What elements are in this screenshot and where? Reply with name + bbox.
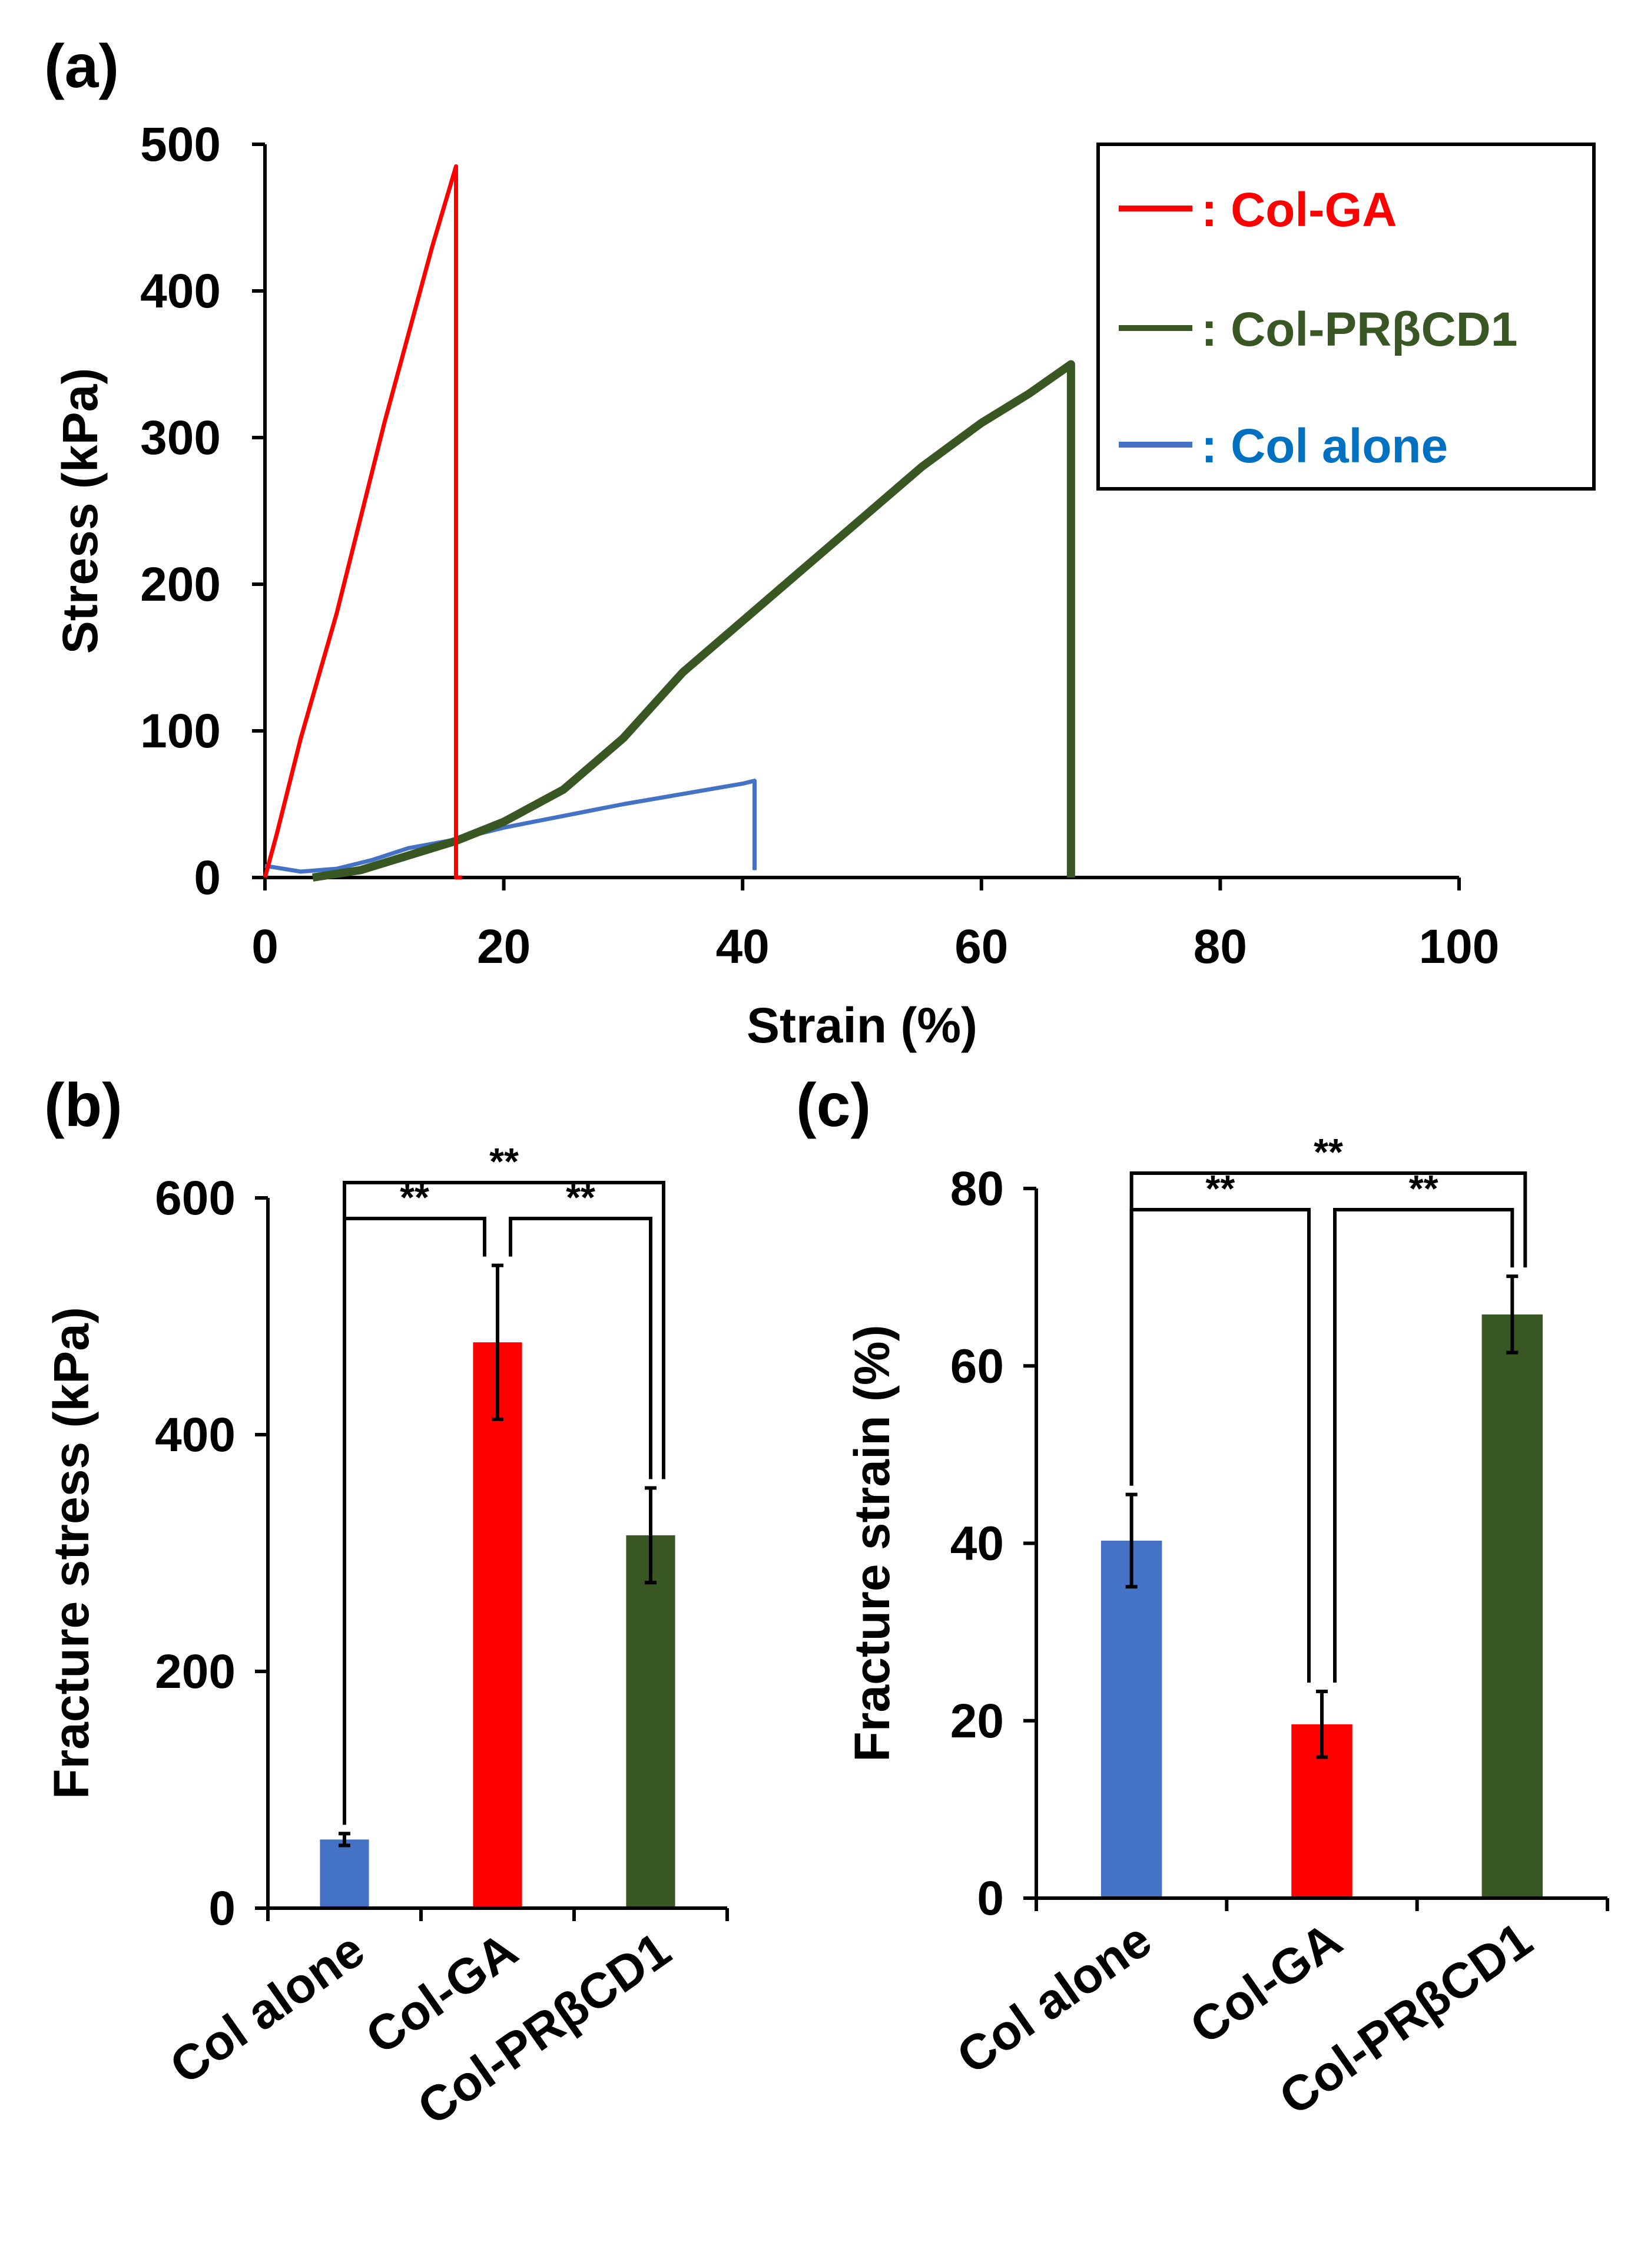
x-tick-label-a: 100 (1419, 920, 1500, 974)
legend-label-col-ga: : Col-GA (1201, 183, 1397, 237)
axes-a: 0 100 200 300 400 500 0 20 40 60 80 100 (140, 118, 1499, 974)
y-tick-label: 60 (950, 1339, 1004, 1393)
legend-a: : Col-GA : Col-PRβCD1 : Col alone (1096, 143, 1596, 491)
category-label: Col-PRβCD1 (407, 1922, 680, 2135)
bar-1 (473, 1342, 522, 1908)
y-axis-label-c: Fracture strain (%) (844, 1325, 900, 1762)
y-tick-label: 400 (155, 1408, 236, 1462)
significance-label: ** (489, 1140, 519, 1183)
y-axis-label-b: Fracture stress (kPa) (44, 1307, 99, 1799)
category-label: Col alone (160, 1922, 374, 2095)
y-tick-label-a: 200 (140, 558, 221, 611)
y-tick-label-a: 300 (140, 411, 221, 465)
x-tick-label-a: 40 (716, 920, 770, 974)
bar-chart-c: Fracture strain (%) 0 20 40 60 80 Col alone Co… (844, 1131, 1609, 2125)
category-label: Col alone (947, 1912, 1161, 2085)
x-tick-label-a: 0 (251, 920, 279, 974)
legend-label-col-prbcd1: : Col-PRβCD1 (1201, 303, 1517, 356)
significance-bracket (1333, 1208, 1514, 1683)
bar-2 (626, 1535, 675, 1908)
significance-bracket (1129, 1171, 1527, 1486)
x-tick-label-a: 80 (1194, 920, 1247, 974)
y-tick-label: 40 (950, 1517, 1004, 1571)
panel-label-c: (c) (796, 1071, 871, 1140)
y-axis-label-a: Stress (kPa) (52, 368, 108, 654)
y-tick-label: 80 (950, 1162, 1004, 1216)
y-tick-label: 0 (208, 1882, 236, 1935)
x-axis-label-a: Strain (%) (747, 998, 977, 1053)
legend-label-col-alone: : Col alone (1201, 419, 1448, 473)
bar-0 (320, 1839, 369, 1908)
y-tick-label-a: 100 (140, 704, 221, 758)
x-tick-label-a: 60 (954, 920, 1008, 974)
y-tick-label: 600 (155, 1171, 236, 1225)
series-line-2 (264, 779, 757, 874)
panel-label-b: (b) (44, 1071, 122, 1140)
y-tick-label: 200 (155, 1645, 236, 1698)
significance-bracket (343, 1181, 665, 1825)
category-label: Col-GA (1180, 1912, 1351, 2055)
significance-bracket (509, 1217, 652, 1479)
y-tick-label-a: 400 (140, 264, 221, 318)
panel-label-a: (a) (44, 32, 119, 101)
y-tick-label-a: 500 (140, 118, 221, 171)
series-line-0 (263, 164, 462, 880)
y-tick-label-a: 0 (194, 851, 221, 905)
y-tick-label: 20 (950, 1694, 1004, 1748)
bar-0 (1100, 1540, 1162, 1898)
y-tick-label: 0 (977, 1872, 1004, 1925)
bar-chart-b: Fracture stress (kPa) 0 200 400 600 Col alon… (44, 1140, 729, 2135)
series-group-a (263, 164, 1075, 882)
series-line-1 (312, 360, 1075, 882)
x-tick-label-a: 20 (477, 920, 531, 974)
significance-label: ** (1314, 1131, 1343, 1173)
legend-box (1096, 143, 1596, 491)
bar-2 (1481, 1314, 1543, 1898)
significance-bracket (343, 1217, 486, 1825)
